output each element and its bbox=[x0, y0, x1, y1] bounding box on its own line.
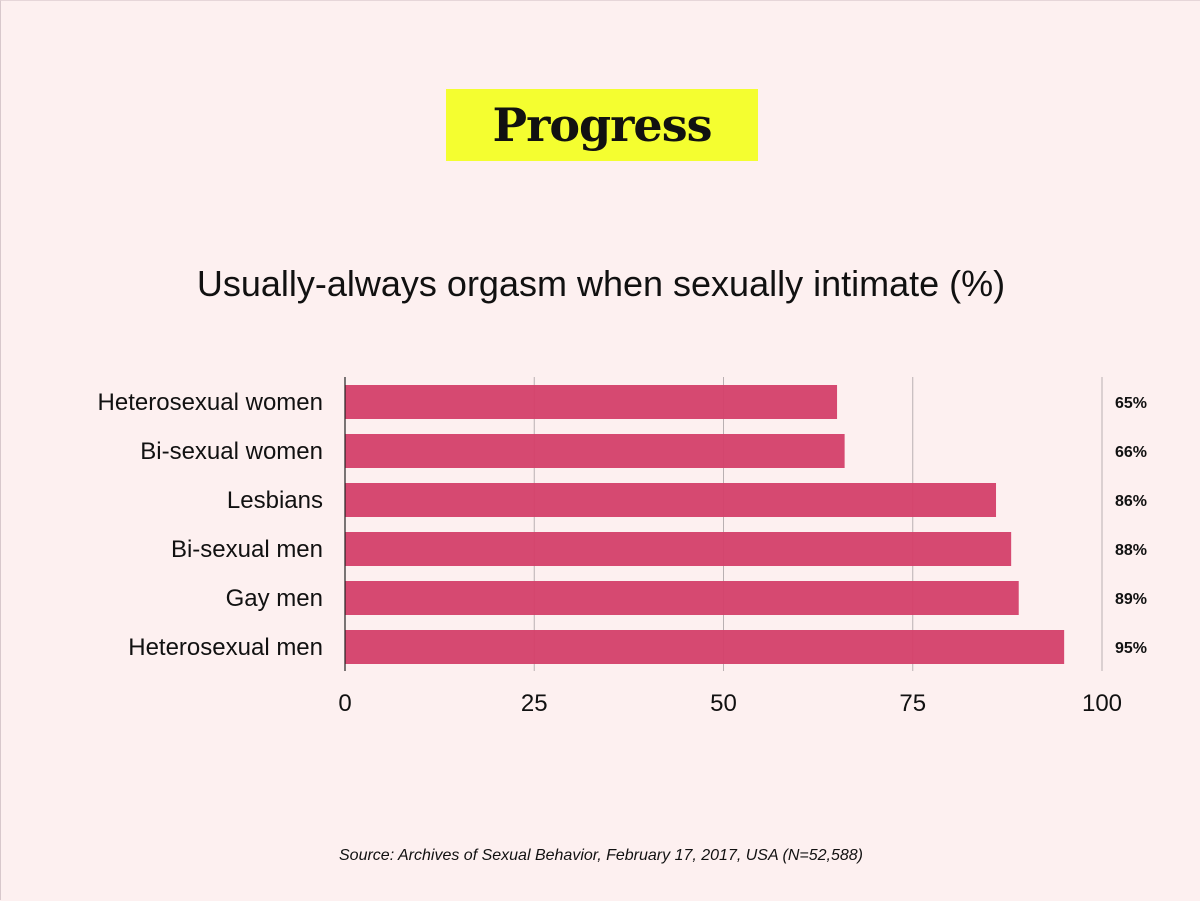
value-label-heterosexual-men: 95% bbox=[1115, 640, 1147, 657]
category-label-heterosexual-women: Heterosexual women bbox=[98, 389, 323, 416]
bar-heterosexual-men bbox=[345, 630, 1065, 664]
value-label-lesbians: 86% bbox=[1115, 493, 1147, 510]
value-label-gay-men: 89% bbox=[1115, 591, 1147, 608]
source-note: Source: Archives of Sexual Behavior, Feb… bbox=[339, 847, 863, 864]
bar-heterosexual-women bbox=[345, 385, 838, 419]
value-label-bi-sexual-women: 66% bbox=[1115, 444, 1147, 461]
bar-bi-sexual-women bbox=[345, 434, 845, 468]
x-tick-label-25: 25 bbox=[521, 690, 548, 717]
bar-gay-men bbox=[345, 581, 1019, 615]
category-label-heterosexual-men: Heterosexual men bbox=[128, 634, 323, 661]
x-tick-label-75: 75 bbox=[899, 690, 926, 717]
bar-bi-sexual-men bbox=[345, 532, 1012, 566]
bar-lesbians bbox=[345, 483, 997, 517]
progress-badge: Progress bbox=[446, 89, 758, 161]
value-label-bi-sexual-men: 88% bbox=[1115, 542, 1147, 559]
category-label-bi-sexual-women: Bi-sexual women bbox=[140, 438, 323, 465]
x-tick-label-0: 0 bbox=[338, 690, 351, 717]
value-label-heterosexual-women: 65% bbox=[1115, 395, 1147, 412]
x-tick-label-100: 100 bbox=[1082, 690, 1122, 717]
category-label-lesbians: Lesbians bbox=[227, 487, 323, 514]
category-label-gay-men: Gay men bbox=[226, 585, 323, 612]
chart-title: Usually-always orgasm when sexually inti… bbox=[196, 263, 1006, 304]
category-label-bi-sexual-men: Bi-sexual men bbox=[171, 536, 323, 563]
badge-title: Progress bbox=[492, 98, 713, 152]
x-tick-label-50: 50 bbox=[710, 690, 737, 717]
